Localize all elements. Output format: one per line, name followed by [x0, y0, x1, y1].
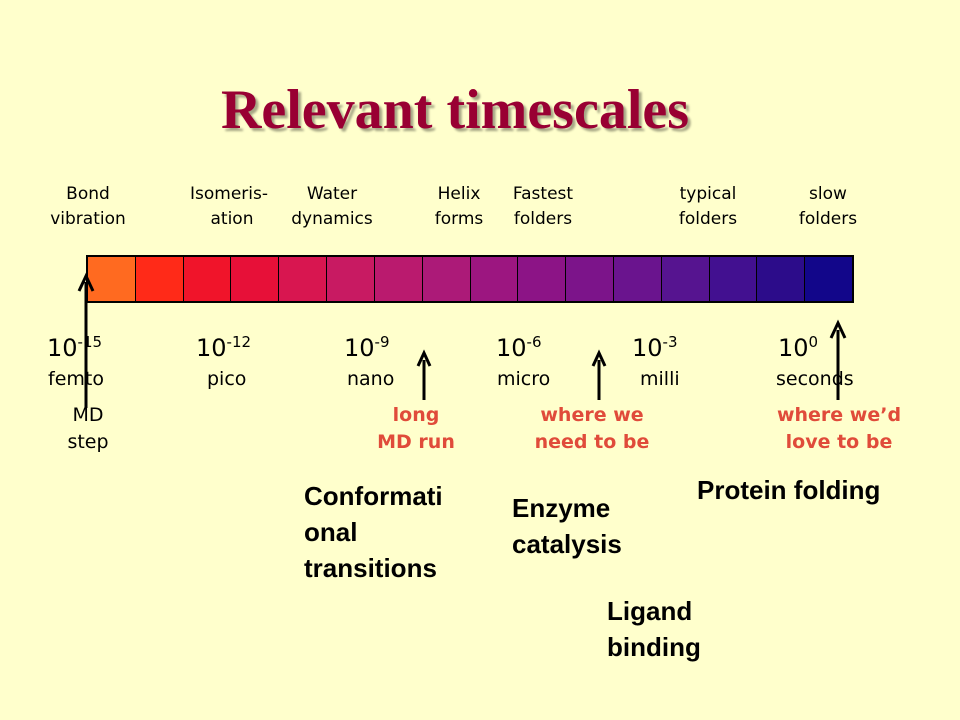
- label-line: Water: [306, 184, 358, 204]
- note-line: need to be: [534, 431, 650, 453]
- note-line: love to be: [785, 431, 893, 453]
- label-line: folders: [513, 209, 573, 229]
- timescale-bar-segment: [661, 257, 710, 301]
- timescale-bar-segment: [518, 257, 567, 301]
- process-line: catalysis: [512, 529, 622, 559]
- timescale-bar-segment: [709, 257, 758, 301]
- note-line: where we’d: [776, 404, 902, 426]
- scale-base: 10: [196, 334, 227, 362]
- timescale-bar-segment: [374, 257, 423, 301]
- label-line: folders: [798, 209, 858, 229]
- scale-exponent: -15: [77, 333, 103, 351]
- note-line: where we: [540, 404, 644, 426]
- process-line: Enzyme: [512, 493, 611, 523]
- unit-nano: nano: [347, 368, 395, 390]
- scale-exponent: -3: [662, 333, 678, 351]
- label-line: slow: [809, 184, 847, 204]
- label-line: forms: [434, 209, 484, 229]
- scale-exponent: -6: [526, 333, 542, 351]
- unit-seconds: seconds: [776, 368, 854, 390]
- label-isomerisation: Isomeris- ation: [174, 182, 284, 232]
- scale-base: 10: [47, 334, 78, 362]
- scale-exponent: -9: [374, 333, 390, 351]
- process-conformational-transitions: Conformati onal transitions: [304, 478, 443, 586]
- label-helix-forms: Helix forms: [420, 182, 498, 232]
- note-line: MD run: [377, 431, 455, 453]
- scale-exponent-micro: 10-6: [496, 333, 542, 362]
- label-slow-folders: slow folders: [780, 182, 876, 232]
- arrow-head: [829, 319, 847, 339]
- note-long-md-run: long MD run: [356, 402, 476, 456]
- unit-micro: micro: [497, 368, 551, 390]
- process-line: transitions: [304, 553, 437, 583]
- label-line: Isomeris-: [190, 184, 268, 204]
- timescale-bar-segment: [805, 257, 852, 301]
- scale-exponent-pico: 10-12: [196, 333, 251, 362]
- label-typical-folders: typical folders: [660, 182, 756, 232]
- scale-exponent-milli: 10-3: [632, 333, 678, 362]
- label-line: Bond: [66, 184, 110, 204]
- unit-milli: milli: [640, 368, 680, 390]
- label-fastest-folders: Fastest folders: [498, 182, 588, 232]
- label-water-dynamics: Water dynamics: [280, 182, 384, 232]
- arrow-need-to-be: [591, 349, 607, 400]
- note-line: MD: [72, 404, 104, 426]
- scale-exponent: 0: [808, 333, 819, 351]
- process-enzyme-catalysis: Enzyme catalysis: [512, 490, 622, 562]
- scale-base: 10: [778, 334, 809, 362]
- scale-exponent: -12: [226, 333, 252, 351]
- label-line: vibration: [50, 209, 126, 229]
- arrow-love-to-be: [829, 319, 847, 400]
- unit-femto: femto: [48, 368, 104, 390]
- arrow-long-md-run: [416, 349, 432, 400]
- label-line: ation: [210, 209, 254, 229]
- timescale-bar-segment: [613, 257, 662, 301]
- timescale-bar-segment: [422, 257, 471, 301]
- arrow-head: [416, 349, 432, 367]
- timescale-bar-segment: [566, 257, 614, 301]
- timescale-bar-segment: [231, 257, 280, 301]
- process-line: onal: [304, 517, 358, 547]
- timescale-bar-segment: [88, 257, 136, 301]
- page-title: Relevant timescales: [220, 79, 690, 141]
- timescale-bar-segment: [135, 257, 184, 301]
- note-md-step: MD step: [48, 402, 128, 456]
- scale-base: 10: [632, 334, 663, 362]
- scale-exponent-nano: 10-9: [344, 333, 390, 362]
- arrow-head: [77, 272, 95, 292]
- label-line: dynamics: [291, 209, 373, 229]
- process-protein-folding: Protein folding: [697, 475, 881, 505]
- scale-exponent-femto: 10-15: [47, 333, 102, 362]
- label-bond-vibration: Bond vibration: [38, 182, 138, 232]
- timescale-bar: [86, 255, 854, 303]
- arrow-md-step: [77, 272, 95, 408]
- process-line: binding: [607, 632, 701, 662]
- arrow-head: [591, 349, 607, 367]
- note-line: step: [67, 431, 109, 453]
- process-ligand-binding: Ligand binding: [607, 593, 701, 665]
- note-need-to-be: where we need to be: [512, 402, 672, 456]
- note-line: long: [392, 404, 440, 426]
- unit-pico: pico: [207, 368, 247, 390]
- timescale-bar-segment: [470, 257, 519, 301]
- timescale-bar-segment: [279, 257, 328, 301]
- process-line: Ligand: [607, 596, 693, 626]
- scale-base: 10: [344, 334, 375, 362]
- scale-exponent-seconds: 100: [778, 333, 818, 362]
- label-line: folders: [678, 209, 738, 229]
- scale-base: 10: [496, 334, 527, 362]
- timescale-bar-segment: [327, 257, 375, 301]
- process-line: Conformati: [304, 481, 443, 511]
- timescale-bar-segment: [757, 257, 806, 301]
- label-line: Fastest: [512, 184, 574, 204]
- note-love-to-be: where we’d love to be: [756, 402, 922, 456]
- timescale-bar-segment: [183, 257, 232, 301]
- label-line: Helix: [437, 184, 481, 204]
- label-line: typical: [679, 184, 737, 204]
